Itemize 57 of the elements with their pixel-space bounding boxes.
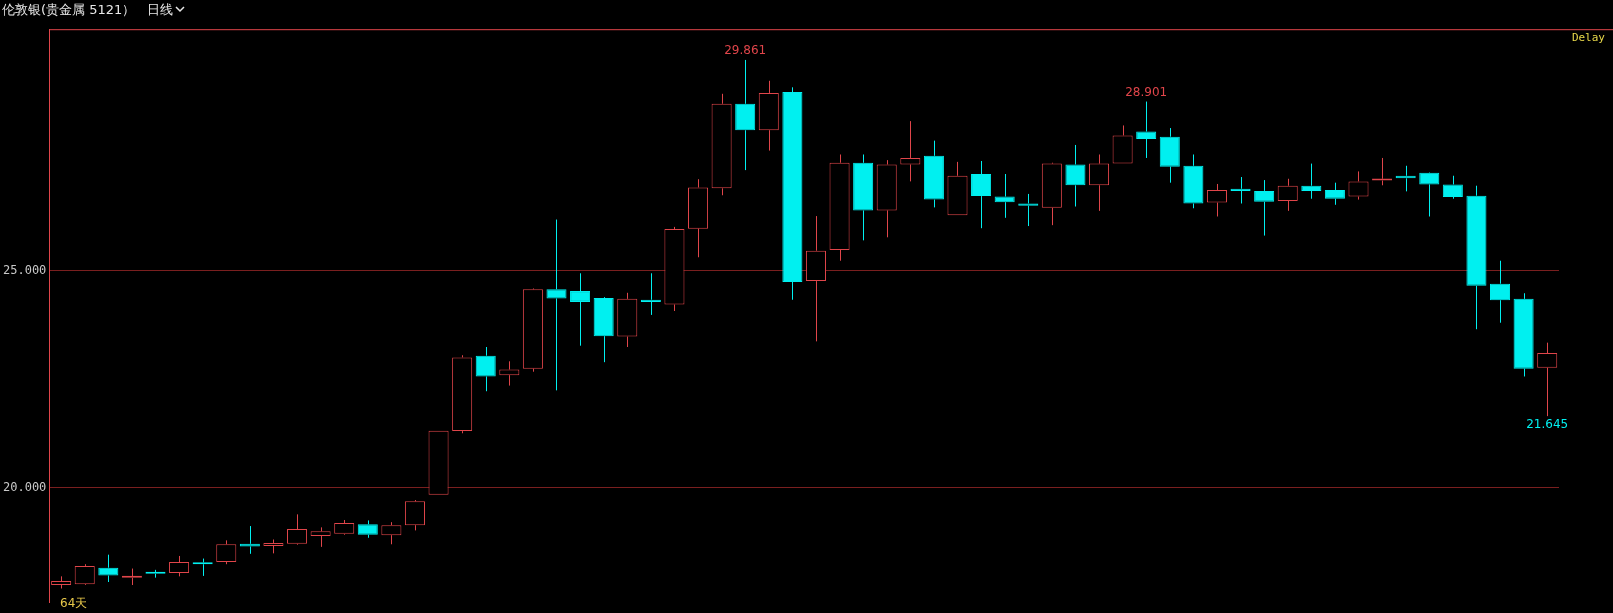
candlestick bbox=[712, 93, 731, 196]
candlestick bbox=[735, 59, 756, 171]
candlestick bbox=[1254, 179, 1275, 237]
candlestick bbox=[334, 519, 355, 534]
candlestick bbox=[1348, 170, 1369, 201]
candlestick bbox=[923, 140, 944, 208]
candlestick bbox=[971, 160, 992, 229]
candlestick bbox=[263, 539, 284, 554]
y-tick-label: 25.000 bbox=[2, 262, 47, 277]
candlestick bbox=[758, 80, 779, 152]
candlestick bbox=[1537, 342, 1558, 417]
candlestick bbox=[452, 354, 473, 434]
candlestick bbox=[1277, 178, 1298, 212]
candlestick bbox=[287, 513, 308, 544]
candlestick bbox=[74, 563, 95, 585]
candlestick bbox=[1513, 292, 1534, 377]
candlestick bbox=[169, 555, 190, 577]
candlestick bbox=[1183, 154, 1204, 209]
candlestick bbox=[1018, 193, 1039, 227]
candlestick bbox=[948, 161, 967, 215]
candlestick bbox=[1065, 144, 1086, 208]
candlestick bbox=[216, 539, 237, 565]
candlestick bbox=[51, 575, 72, 589]
candlestick bbox=[853, 154, 874, 241]
candlestick bbox=[688, 178, 709, 258]
candlestick bbox=[1136, 101, 1157, 159]
candlestick bbox=[1324, 182, 1345, 206]
candlestick bbox=[782, 86, 803, 301]
y-tick-label: 20.000 bbox=[2, 479, 47, 494]
candlestick bbox=[876, 159, 897, 238]
candlestick bbox=[570, 272, 591, 347]
candlestick bbox=[1490, 260, 1511, 324]
chart-title: 伦敦银(贵金属 5121） bbox=[2, 0, 136, 19]
candlestick bbox=[357, 519, 378, 539]
candlestick bbox=[1041, 163, 1062, 226]
candlestick bbox=[1089, 154, 1110, 212]
candlestick bbox=[1419, 172, 1440, 217]
candlestick bbox=[593, 298, 614, 363]
candlestick bbox=[1159, 127, 1180, 184]
chart-subtitle: 日线 bbox=[147, 0, 174, 19]
candlestick bbox=[381, 521, 402, 545]
candlestick bbox=[617, 292, 638, 348]
candlestick bbox=[1442, 175, 1463, 200]
annotation: 28.901 bbox=[1125, 84, 1168, 99]
annotation: 64天 bbox=[60, 595, 88, 612]
candlestick bbox=[1112, 124, 1133, 164]
candlestick bbox=[310, 526, 331, 548]
text: Delay bbox=[1571, 31, 1605, 44]
candlestick bbox=[475, 346, 496, 392]
candlestick bbox=[1206, 183, 1227, 217]
candlestick bbox=[1466, 185, 1487, 330]
candlestick bbox=[1301, 163, 1322, 200]
candlestick bbox=[546, 219, 567, 391]
candlestick bbox=[829, 154, 850, 262]
candlestick bbox=[805, 215, 826, 342]
annotation: 21.645 bbox=[1526, 417, 1569, 432]
annotation: 29.861 bbox=[724, 43, 767, 58]
